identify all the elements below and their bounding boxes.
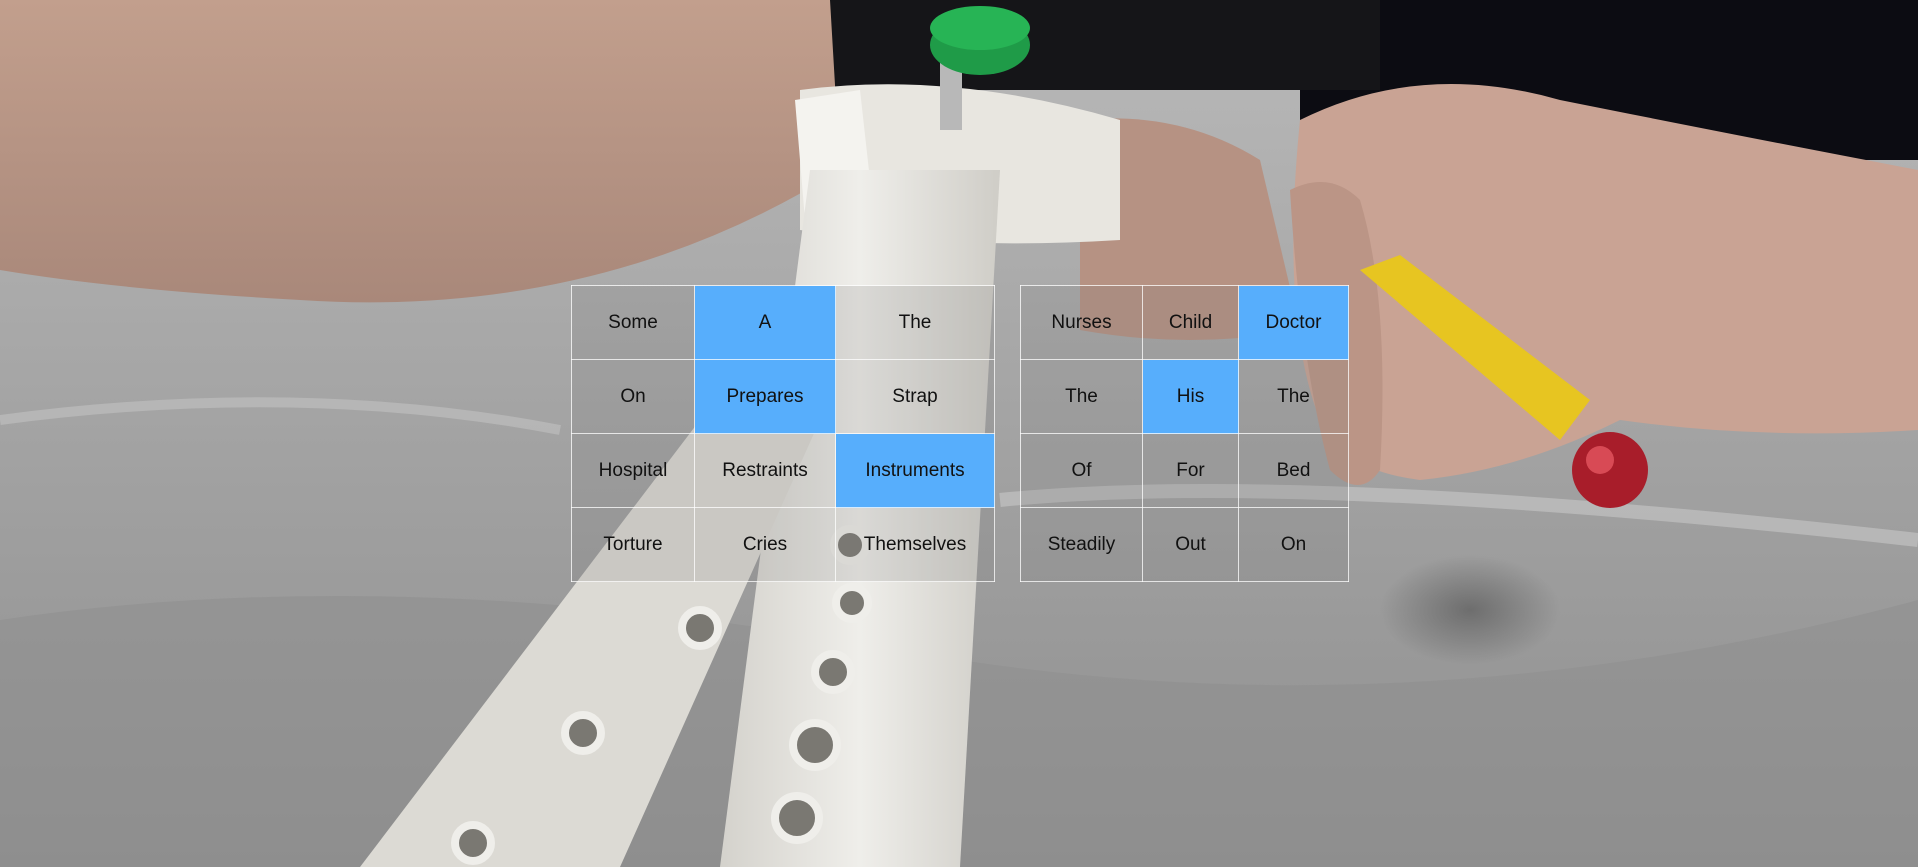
word-cell[interactable]: The [835,285,995,360]
word-cell[interactable]: Doctor [1238,285,1349,360]
word-cell[interactable]: On [1238,507,1349,582]
word-cell[interactable]: Torture [571,507,695,582]
grid-row: Nurses Child Doctor [1020,285,1349,360]
word-cell[interactable]: On [571,359,695,434]
word-cell[interactable]: For [1142,433,1239,508]
word-cell[interactable]: The [1020,359,1143,434]
word-cell[interactable]: Hospital [571,433,695,508]
grid-row: The His The [1020,359,1349,434]
grid-row: Hospital Restraints Instruments [571,433,995,508]
word-grid-left: Some A The On Prepares Strap Hospital Restraint… [571,285,995,582]
word-cell[interactable]: Out [1142,507,1239,582]
word-cell[interactable]: Prepares [694,359,836,434]
grid-row: On Prepares Strap [571,359,995,434]
word-cell[interactable]: The [1238,359,1349,434]
word-cell[interactable]: Cries [694,507,836,582]
word-cell[interactable]: Of [1020,433,1143,508]
word-cell[interactable]: Instruments [835,433,995,508]
word-cell[interactable]: Some [571,285,695,360]
grid-row: Of For Bed [1020,433,1349,508]
word-cell[interactable]: A [694,285,836,360]
grid-row: Some A The [571,285,995,360]
word-cell[interactable]: Nurses [1020,285,1143,360]
word-cell[interactable]: Steadily [1020,507,1143,582]
word-cell[interactable]: His [1142,359,1239,434]
word-cell[interactable]: Bed [1238,433,1349,508]
grid-row: Steadily Out On [1020,507,1349,582]
grid-row: Torture Cries Themselves [571,507,995,582]
word-cell[interactable]: Child [1142,285,1239,360]
word-cell[interactable]: Strap [835,359,995,434]
word-grid-right: Nurses Child Doctor The His The Of For Bed Steadi… [1020,285,1349,582]
word-cell[interactable]: Restraints [694,433,836,508]
word-cell[interactable]: Themselves [835,507,995,582]
